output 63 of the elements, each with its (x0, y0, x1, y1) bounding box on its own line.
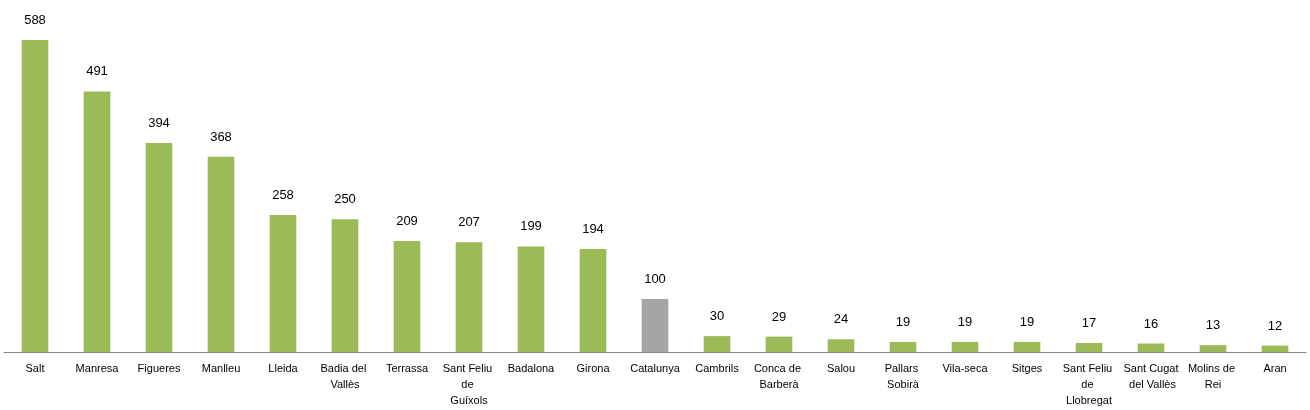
x-tick-label: Salou (826, 362, 856, 374)
data-label: 19 (957, 313, 973, 329)
bar (579, 249, 607, 352)
x-tick-label: Cambrils (695, 362, 740, 374)
data-label: 199 (520, 218, 542, 234)
data-label: 368 (210, 128, 232, 144)
x-tick-label: Sant Feliu de Guíxols (442, 362, 496, 406)
x-tick-label: Terrassa (385, 362, 429, 374)
data-label: 194 (582, 221, 604, 237)
bar (145, 142, 173, 352)
bar (889, 341, 917, 352)
x-tick-label: Salt (25, 362, 45, 374)
x-tick-label: Badia del Vallès (320, 362, 370, 390)
bar (765, 336, 793, 352)
data-label: 16 (1143, 315, 1159, 331)
data-label: 258 (272, 187, 294, 203)
data-label: 100 (644, 270, 666, 286)
x-tick-label: Manlleu (201, 362, 241, 374)
bar (517, 246, 545, 352)
bar (1199, 345, 1227, 352)
bar (703, 336, 731, 352)
data-label: 491 (86, 63, 108, 79)
data-label: 207 (458, 214, 480, 230)
bar (331, 219, 359, 352)
data-label: 24 (833, 311, 849, 327)
x-tick-label: Manresa (75, 362, 120, 374)
bar (83, 91, 111, 352)
bar (1261, 345, 1289, 352)
bar (21, 40, 49, 352)
bar (393, 241, 421, 352)
data-label: 588 (24, 12, 46, 27)
data-label: 13 (1205, 317, 1221, 333)
x-tick-label: Sant Feliu de Llobregat (1062, 362, 1116, 406)
data-label: 394 (148, 114, 170, 130)
x-tick-label: Catalunya (630, 362, 681, 374)
bar (207, 156, 235, 352)
bar (1013, 341, 1041, 352)
data-label: 30 (709, 308, 725, 324)
bar (1137, 343, 1165, 352)
data-label: 19 (1019, 313, 1035, 329)
data-label: 17 (1081, 314, 1097, 330)
x-tick-label: Sitges (1011, 362, 1043, 374)
x-tick-label: Pallars Sobirà (884, 362, 922, 390)
x-tick-label: Conca de Barberà (753, 362, 805, 390)
x-tick-label: Aran (1263, 362, 1287, 374)
bar (641, 298, 669, 352)
x-tick-label: Molins de Rei (1187, 362, 1239, 390)
x-tick-label: Sant Cugat del Vallès (1123, 362, 1179, 390)
bar (951, 341, 979, 352)
x-tick-label: Lleida (268, 362, 299, 374)
data-label: 29 (771, 308, 787, 324)
x-tick-label: Girona (576, 362, 611, 374)
x-tick-label: Figueres (137, 362, 181, 374)
bar (1075, 342, 1103, 352)
data-label: 19 (895, 313, 911, 329)
x-tick-label: Badalona (507, 362, 556, 374)
data-label: 250 (334, 191, 356, 207)
bar (269, 215, 297, 352)
bar (827, 339, 855, 352)
data-label: 209 (396, 213, 418, 229)
x-tick-label: Vila-seca (942, 362, 989, 374)
data-label: 12 (1267, 317, 1283, 333)
bar (455, 242, 483, 352)
